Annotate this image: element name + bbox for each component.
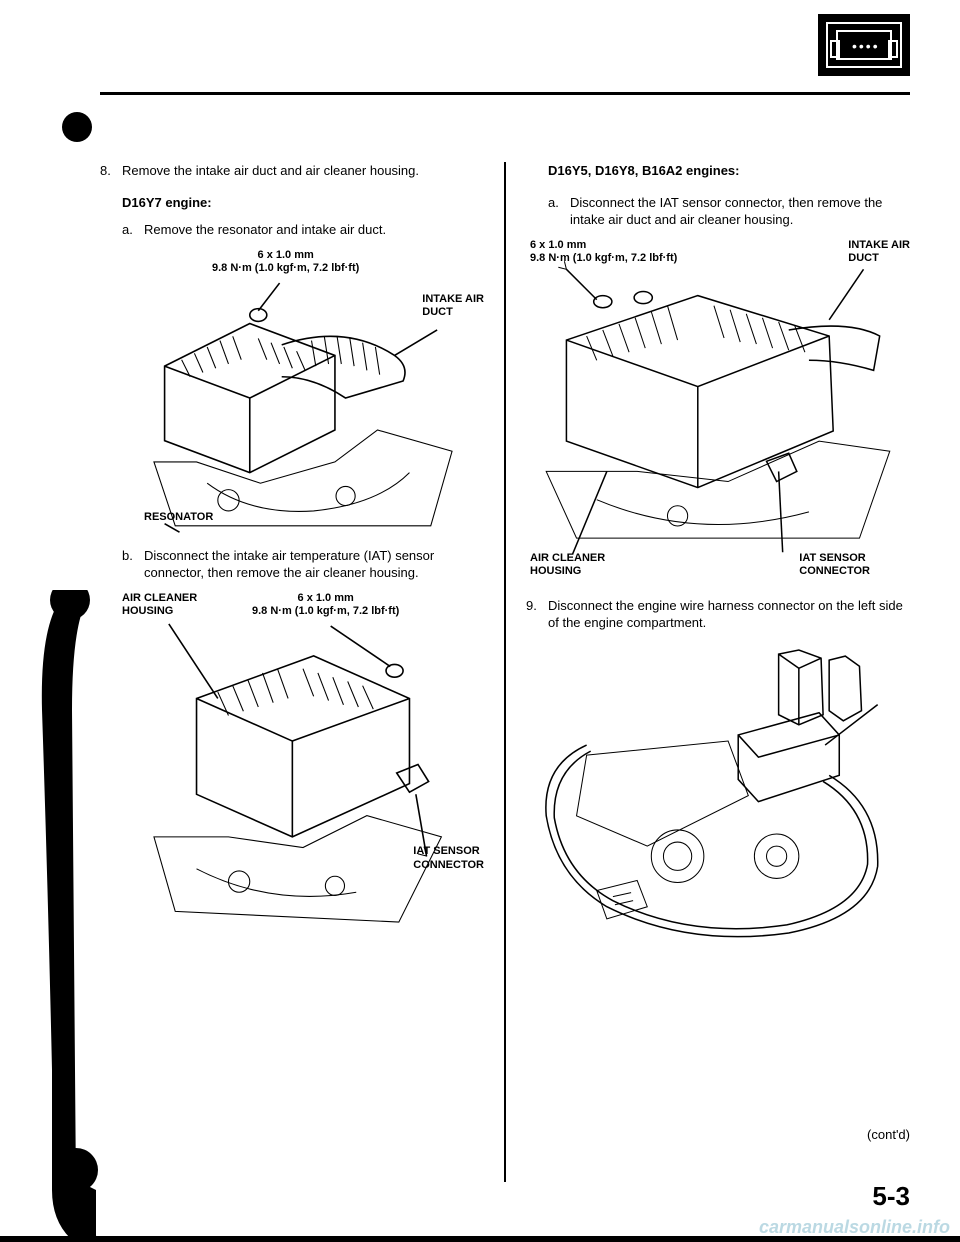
- engine-icon-dots: ••••: [852, 38, 880, 54]
- iat-label: IAT SENSOR CONNECTOR: [413, 845, 484, 871]
- iat-label: IAT SENSOR CONNECTOR: [799, 552, 870, 578]
- figure-air-cleaner: AIR CLEANER HOUSING 6 x 1.0 mm 9.8 N·m (…: [122, 592, 484, 912]
- engine-label: D16Y5, D16Y8, B16A2 engines:: [548, 162, 910, 180]
- step-text: Disconnect the engine wire harness conne…: [548, 597, 910, 632]
- binder-hole-icon: [62, 112, 92, 142]
- manual-page: •••• 8. Remove the intake air duct and a…: [0, 0, 960, 1242]
- substep-letter: a.: [122, 221, 144, 239]
- substep-letter: a.: [548, 194, 570, 229]
- figure-resonator: 6 x 1.0 mm 9.8 N·m (1.0 kgf·m, 7.2 lbf·f…: [122, 249, 484, 529]
- iat-housing-diagram: [526, 239, 910, 583]
- page-number: 5-3: [872, 1181, 910, 1212]
- substep-letter: b.: [122, 547, 144, 582]
- air-cleaner-diagram: [122, 592, 484, 933]
- continued-label: (cont'd): [867, 1127, 910, 1142]
- substep-text: Disconnect the IAT sensor connector, the…: [570, 194, 910, 229]
- substep-a: a. Remove the resonator and intake air d…: [122, 221, 484, 239]
- substep-text: Remove the resonator and intake air duct…: [144, 221, 386, 239]
- resonator-label: RESONATOR: [144, 511, 213, 524]
- step-number: 9.: [526, 597, 548, 632]
- engine-icon-box: ••••: [818, 14, 910, 76]
- housing-label: AIR CLEANER HOUSING: [122, 592, 197, 618]
- substep-b: b. Disconnect the intake air temperature…: [122, 547, 484, 582]
- engine-label: D16Y7 engine:: [122, 194, 484, 212]
- step-8: 8. Remove the intake air duct and air cl…: [100, 162, 484, 930]
- figure-harness: [526, 644, 910, 944]
- torque-label: 6 x 1.0 mm 9.8 N·m (1.0 kgf·m, 7.2 lbf·f…: [252, 592, 399, 618]
- step-number: 8.: [100, 162, 122, 930]
- watermark: carmanualsonline.info: [759, 1217, 950, 1238]
- torque-label: 6 x 1.0 mm 9.8 N·m (1.0 kgf·m, 7.2 lbf·f…: [212, 249, 359, 275]
- header-rule: [100, 92, 910, 95]
- intake-duct-label: INTAKE AIR DUCT: [422, 293, 484, 319]
- step-body: Remove the intake air duct and air clean…: [122, 162, 484, 930]
- step-9: 9. Disconnect the engine wire harness co…: [526, 597, 910, 632]
- torque-label: 6 x 1.0 mm 9.8 N·m (1.0 kgf·m, 7.2 lbf·f…: [530, 239, 677, 265]
- engine-icon-frame: ••••: [826, 22, 902, 68]
- substep-a: a. Disconnect the IAT sensor connector, …: [548, 194, 910, 229]
- spine-shadow: [0, 590, 100, 1240]
- step-text: Remove the intake air duct and air clean…: [122, 162, 484, 180]
- left-column: 8. Remove the intake air duct and air cl…: [100, 162, 498, 1182]
- right-column: D16Y5, D16Y8, B16A2 engines: a. Disconne…: [512, 162, 910, 1182]
- substep-text: Disconnect the intake air temperature (I…: [144, 547, 484, 582]
- housing-label: AIR CLEANER HOUSING: [530, 552, 605, 578]
- content-columns: 8. Remove the intake air duct and air cl…: [100, 162, 910, 1182]
- figure-iat-housing: 6 x 1.0 mm 9.8 N·m (1.0 kgf·m, 7.2 lbf·f…: [526, 239, 910, 579]
- intake-duct-label: INTAKE AIR DUCT: [848, 239, 910, 265]
- engine-icon: ••••: [836, 30, 892, 60]
- harness-diagram: [526, 644, 910, 947]
- column-divider: [504, 162, 506, 1182]
